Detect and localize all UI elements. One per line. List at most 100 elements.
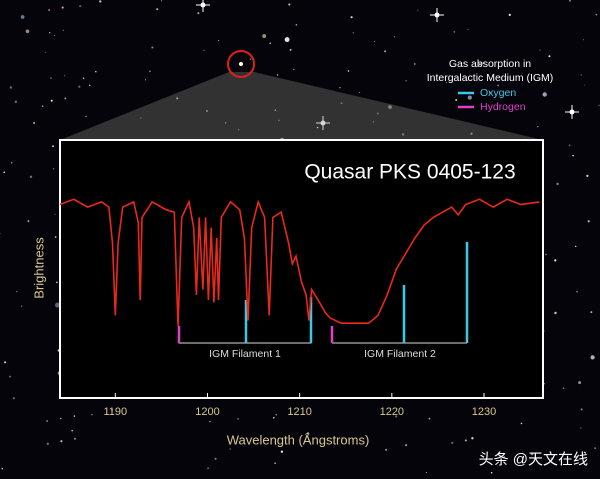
- star: [576, 291, 578, 293]
- star: [272, 416, 275, 419]
- star: [275, 413, 278, 416]
- star: [53, 168, 55, 170]
- annotation: IGM Filament 1: [209, 348, 281, 360]
- star: [376, 112, 379, 115]
- star: [497, 84, 499, 87]
- star: [45, 51, 47, 54]
- star: [388, 105, 392, 109]
- star: [446, 82, 448, 84]
- star: [562, 387, 565, 389]
- star: [85, 115, 87, 118]
- star: [9, 375, 11, 378]
- star: [295, 24, 298, 26]
- x-axis-label: Wavelength (Ångstroms): [227, 432, 370, 447]
- star: [275, 444, 277, 446]
- star: [207, 467, 210, 470]
- star: [352, 32, 354, 34]
- zoom-cone: [60, 72, 543, 140]
- star: [206, 110, 208, 112]
- star: [478, 63, 481, 66]
- star: [21, 305, 23, 307]
- star: [582, 39, 585, 41]
- bright-star: [320, 120, 326, 126]
- star: [12, 397, 15, 400]
- chart-title: Quasar PKS 0405-123: [304, 161, 515, 184]
- star: [95, 71, 97, 73]
- star: [53, 35, 55, 37]
- star: [580, 74, 582, 76]
- star: [569, 0, 571, 2]
- star: [20, 15, 25, 19]
- star: [209, 421, 211, 423]
- star: [280, 450, 284, 453]
- star: [46, 442, 49, 445]
- star: [340, 102, 343, 105]
- star: [151, 46, 154, 49]
- star: [288, 3, 291, 6]
- star: [3, 171, 6, 174]
- star: [197, 12, 200, 15]
- star: [214, 457, 217, 460]
- star: [467, 95, 472, 100]
- star: [590, 355, 595, 360]
- star: [548, 55, 551, 58]
- filament-brackets: IGM Filament 1 IGM Filament 2: [177, 242, 469, 360]
- star: [347, 70, 350, 72]
- star: [238, 129, 240, 131]
- star: [316, 126, 319, 129]
- legend: Oxygen Hydrogen: [458, 87, 526, 113]
- x-tick-label: 1210: [287, 406, 311, 418]
- star: [99, 0, 102, 3]
- star: [48, 9, 51, 12]
- star: [25, 29, 30, 34]
- star: [572, 154, 574, 157]
- star: [176, 97, 179, 100]
- star: [16, 291, 18, 293]
- star: [54, 236, 57, 238]
- star: [10, 161, 13, 164]
- star: [73, 437, 77, 440]
- star: [578, 381, 582, 385]
- star: [341, 436, 343, 439]
- quasar-circle: [227, 50, 255, 78]
- star: [111, 409, 113, 411]
- star: [550, 457, 553, 460]
- star: [455, 99, 458, 101]
- star: [63, 75, 66, 77]
- legend-label: Oxygen: [480, 87, 516, 99]
- star: [520, 422, 523, 425]
- star: [41, 105, 44, 108]
- star: [530, 452, 534, 456]
- x-tick-label: 1230: [472, 406, 496, 418]
- star: [54, 213, 56, 215]
- star: [269, 42, 271, 44]
- star: [33, 122, 35, 124]
- star: [537, 126, 539, 128]
- bright-star: [434, 12, 440, 18]
- star: [71, 429, 74, 432]
- star: [52, 145, 54, 148]
- star: [425, 471, 428, 474]
- star: [79, 4, 82, 8]
- star: [587, 220, 590, 223]
- x-tick-label: 1220: [380, 406, 404, 418]
- star: [144, 79, 147, 81]
- star: [453, 31, 455, 33]
- star: [584, 84, 586, 86]
- star: [148, 70, 151, 73]
- star: [1, 468, 3, 470]
- spectrum-line: [59, 198, 540, 326]
- y-axis-label: Brightness: [31, 237, 46, 299]
- star: [62, 29, 64, 31]
- star: [140, 117, 142, 119]
- star: [82, 77, 85, 80]
- star: [373, 40, 375, 42]
- star: [59, 417, 62, 420]
- star: [401, 133, 405, 136]
- star: [560, 463, 562, 466]
- star: [503, 456, 506, 458]
- star: [350, 16, 353, 19]
- star: [542, 92, 547, 97]
- star: [545, 253, 547, 256]
- star: [339, 87, 341, 89]
